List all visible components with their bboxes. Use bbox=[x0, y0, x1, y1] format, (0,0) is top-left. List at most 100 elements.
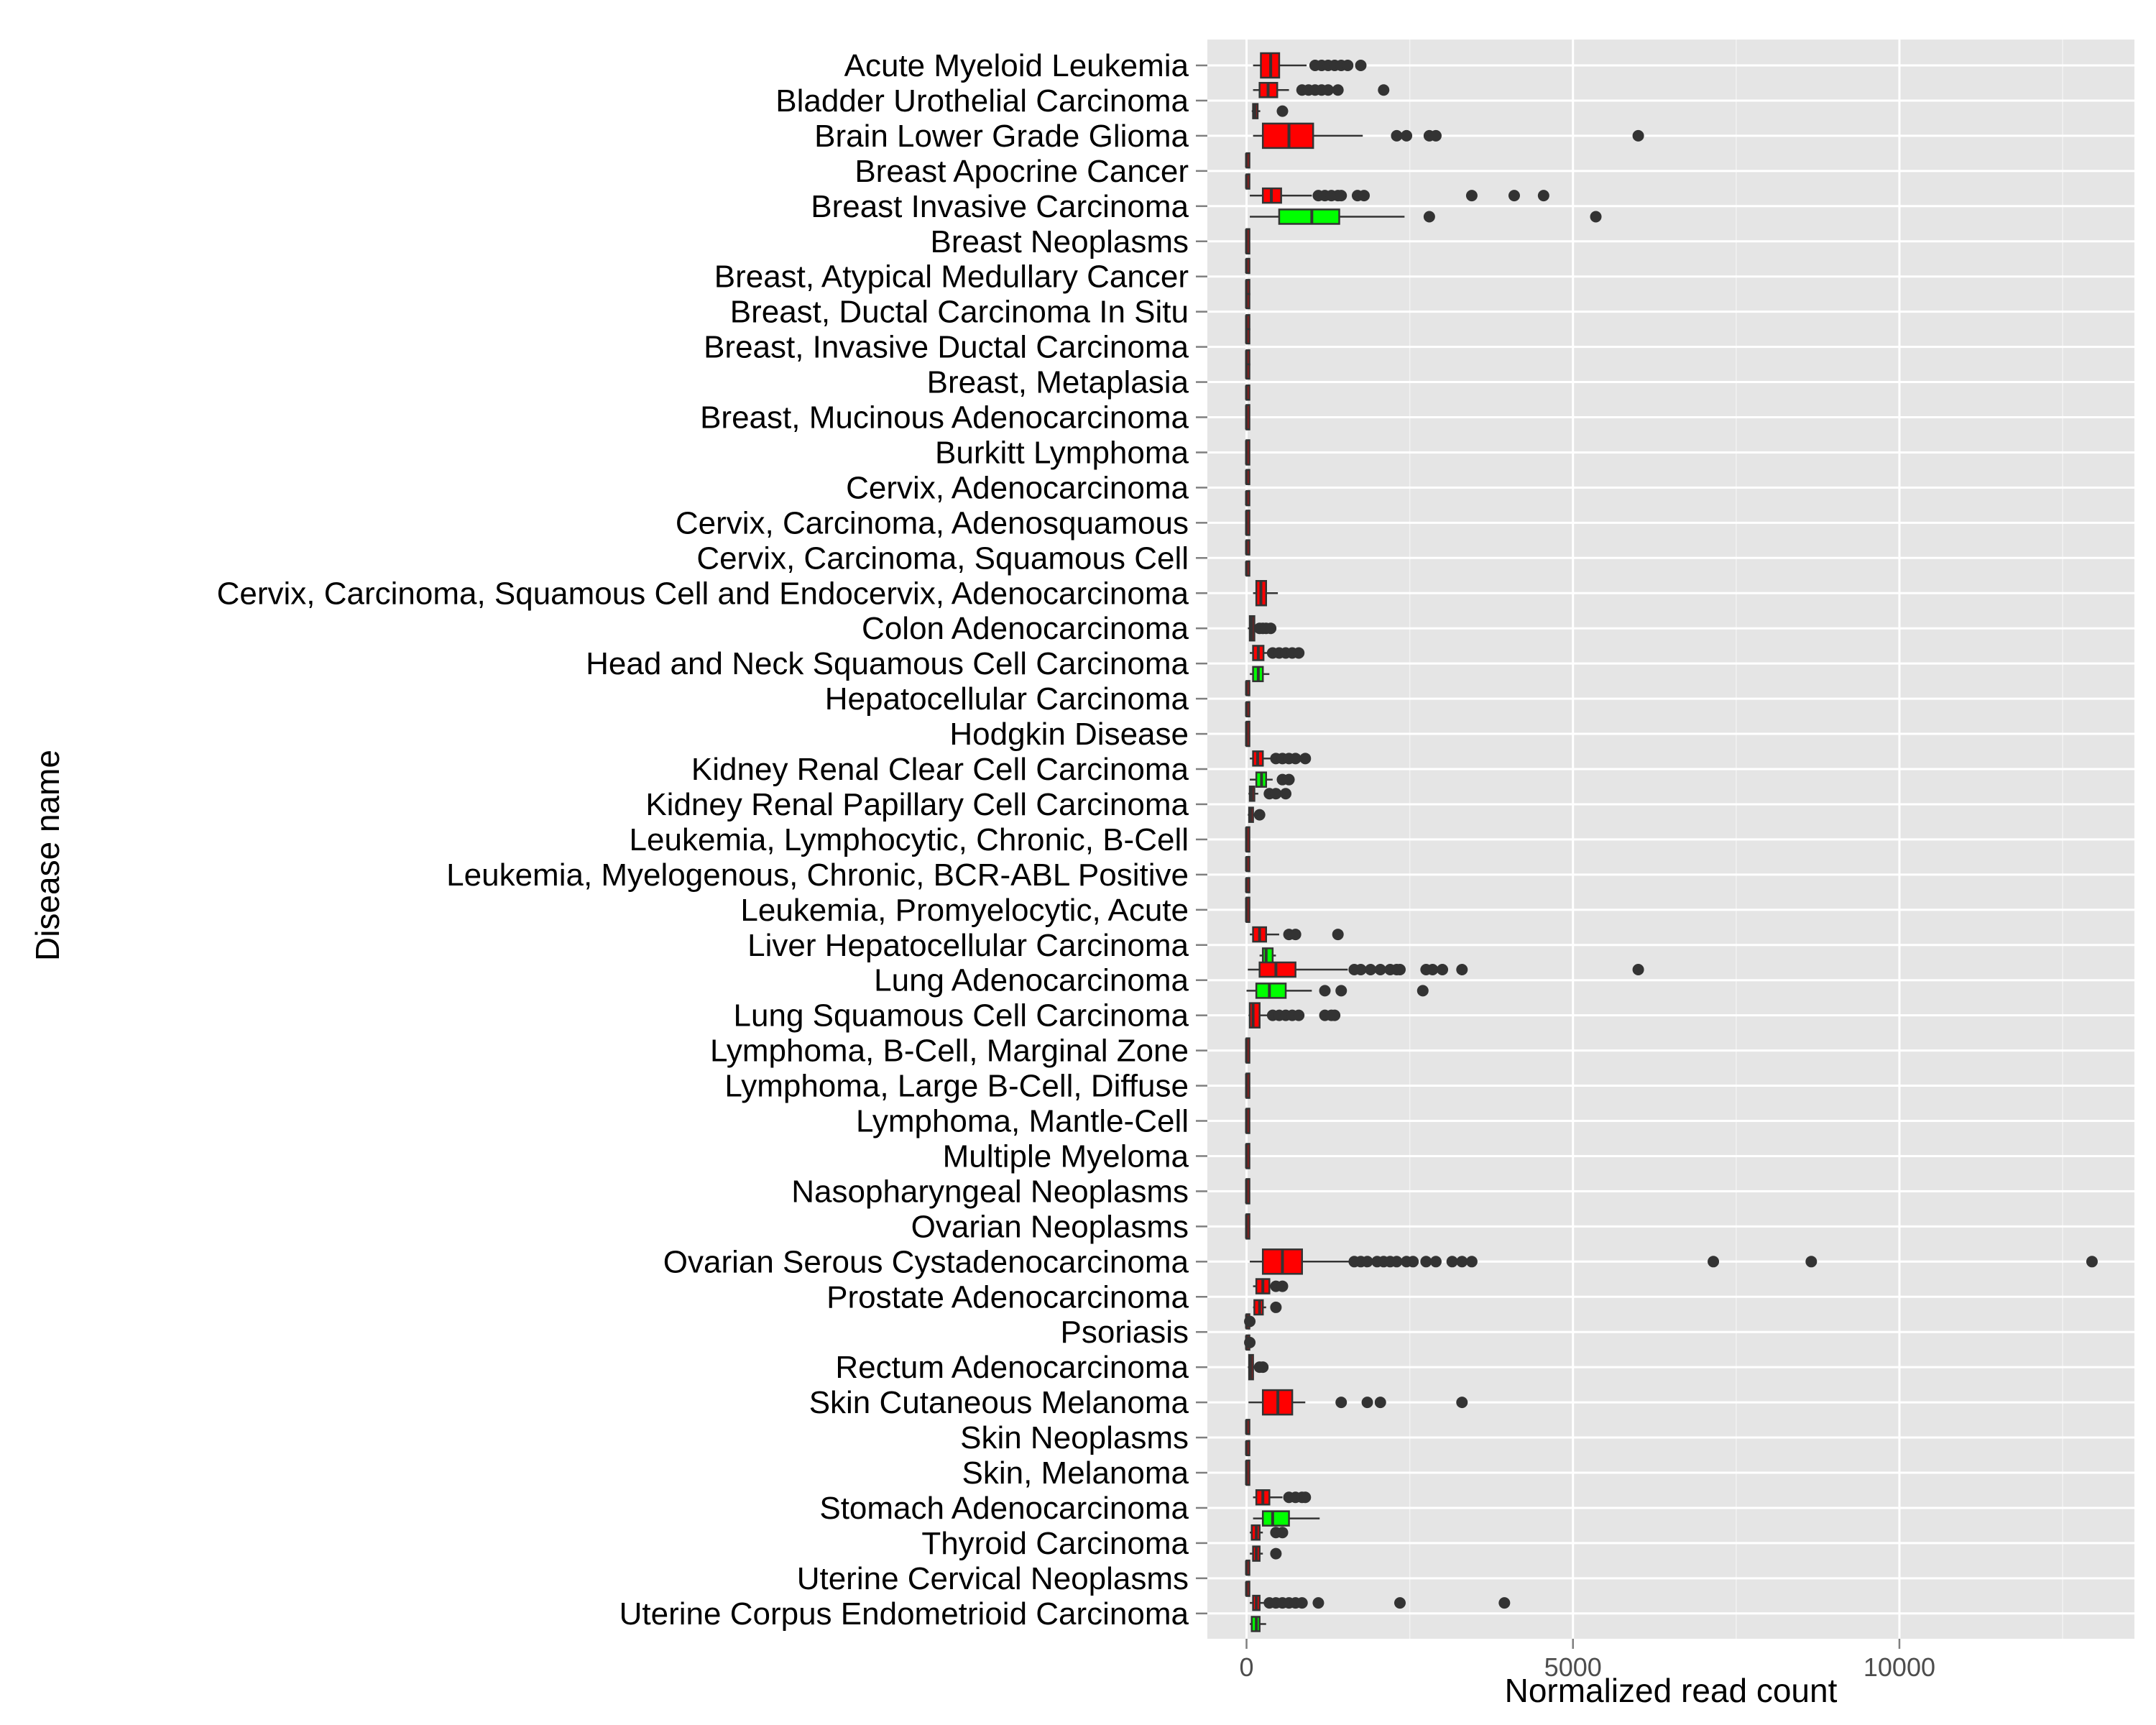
box-iqr bbox=[1255, 983, 1287, 999]
box-liver-hepatocellular-carcinoma bbox=[1250, 926, 1344, 943]
box-uterine-cervical-neoplasms bbox=[1245, 1559, 1250, 1576]
box-breast-ductal-carcinoma-in-situ bbox=[1245, 314, 1250, 331]
category-label: Lymphoma, Large B-Cell, Diffuse bbox=[724, 1069, 1189, 1104]
x-tick-label: 5000 bbox=[1544, 1652, 1602, 1682]
box-iqr bbox=[1248, 1002, 1261, 1029]
outlier-point bbox=[1456, 1256, 1468, 1268]
category-label: Breast, Mucinous Adenocarcinoma bbox=[700, 400, 1189, 436]
outlier-point bbox=[1361, 1256, 1373, 1268]
outlier-point bbox=[1293, 647, 1305, 659]
outlier-point bbox=[1299, 1491, 1312, 1504]
outlier-point bbox=[1283, 773, 1295, 786]
outlier-point bbox=[1270, 1547, 1282, 1560]
box-ovarian-serous-cystadenocarcinoma bbox=[1250, 1248, 2098, 1275]
category-label: Breast, Invasive Ductal Carcinoma bbox=[704, 330, 1189, 365]
category-label: Cervix, Carcinoma, Squamous Cell and End… bbox=[217, 576, 1189, 611]
outlier-point bbox=[1391, 1256, 1403, 1268]
outlier-point bbox=[1270, 788, 1282, 800]
outlier-point bbox=[1299, 753, 1312, 765]
outlier-point bbox=[1276, 105, 1289, 117]
box-breast-atypical-medullary-cancer bbox=[1245, 279, 1250, 295]
box-skin-melanoma bbox=[1245, 1459, 1250, 1486]
outlier-point bbox=[1355, 60, 1367, 71]
outlier-point bbox=[1429, 129, 1442, 142]
outlier-point bbox=[1508, 190, 1520, 202]
category-label: Leukemia, Myelogenous, Chronic, BCR-ABL … bbox=[446, 857, 1189, 893]
box-psoriasis bbox=[1244, 1313, 1256, 1330]
box-bladder-urothelial-carcinoma bbox=[1251, 103, 1289, 119]
box-iqr bbox=[1261, 947, 1274, 964]
box-leukemia-myelogenous-chronic-bcr-abl-positive bbox=[1245, 877, 1250, 893]
outlier-point bbox=[1805, 1256, 1818, 1268]
outlier-point bbox=[1319, 985, 1331, 997]
outlier-point bbox=[1335, 190, 1348, 202]
outlier-point bbox=[1244, 1336, 1256, 1348]
box-leukemia-promyelocytic-acute bbox=[1245, 896, 1250, 924]
category-label: Leukemia, Lymphocytic, Chronic, B-Cell bbox=[630, 822, 1189, 857]
category-label: Cervix, Carcinoma, Squamous Cell bbox=[696, 540, 1189, 576]
outlier-point bbox=[1632, 129, 1644, 142]
box-cervix-adenocarcinoma bbox=[1245, 469, 1250, 485]
outlier-point bbox=[1423, 211, 1435, 223]
box-uterine-corpus-endometrioid-carcinoma bbox=[1250, 1594, 1511, 1611]
outlier-point bbox=[1437, 964, 1449, 976]
outlier-point bbox=[1378, 84, 1390, 96]
category-label: Cervix, Adenocarcinoma bbox=[846, 470, 1189, 505]
box-kidney-renal-clear-cell-carcinoma bbox=[1250, 771, 1295, 788]
box-liver-hepatocellular-carcinoma bbox=[1259, 947, 1276, 964]
x-tick-label: 0 bbox=[1239, 1652, 1253, 1682]
outlier-point bbox=[1257, 1361, 1269, 1374]
box-cervix-carcinoma-adenosquamous bbox=[1245, 510, 1250, 536]
category-label: Thyroid Carcinoma bbox=[921, 1526, 1189, 1561]
box-uterine-corpus-endometrioid-carcinoma bbox=[1250, 1616, 1266, 1632]
box-cervix-adenocarcinoma bbox=[1245, 489, 1250, 507]
box-lung-adenocarcinoma bbox=[1246, 983, 1429, 999]
box-kidney-renal-papillary-cell-carcinoma bbox=[1248, 786, 1292, 802]
outlier-point bbox=[1358, 190, 1370, 202]
category-label: Psoriasis bbox=[1061, 1315, 1189, 1350]
box-breast-ductal-carcinoma-in-situ bbox=[1245, 293, 1250, 310]
box-brain-lower-grade-glioma bbox=[1253, 122, 1644, 150]
box-ovarian-neoplasms bbox=[1245, 1213, 1250, 1240]
outlier-point bbox=[1708, 1256, 1720, 1268]
outlier-point bbox=[1244, 1315, 1256, 1328]
x-axis: 0 5000 10000 bbox=[1239, 1639, 1935, 1682]
category-label: Uterine Cervical Neoplasms bbox=[797, 1561, 1189, 1596]
box-burkitt-lymphoma bbox=[1245, 439, 1250, 466]
category-label: Ovarian Neoplasms bbox=[911, 1209, 1189, 1244]
box-breast-invasive-carcinoma bbox=[1250, 208, 1602, 225]
category-label: Acute Myeloid Leukemia bbox=[844, 48, 1189, 83]
outlier-point bbox=[1407, 1256, 1419, 1268]
box-lymphoma-large-b-cell-diffuse bbox=[1245, 1072, 1250, 1099]
category-label: Liver Hepatocellular Carcinoma bbox=[747, 928, 1189, 963]
box-breast-atypical-medullary-cancer bbox=[1245, 257, 1250, 275]
box-skin-neoplasms bbox=[1245, 1440, 1250, 1456]
box-leukemia-myelogenous-chronic-bcr-abl-positive bbox=[1245, 855, 1250, 873]
box-breast-neoplasms bbox=[1245, 228, 1250, 254]
category-label: Rectum Adenocarcinoma bbox=[835, 1350, 1189, 1385]
outlier-point bbox=[2086, 1256, 2098, 1268]
category-label: Kidney Renal Papillary Cell Carcinoma bbox=[645, 787, 1189, 822]
box-bladder-urothelial-carcinoma bbox=[1253, 82, 1390, 98]
category-label: Skin Neoplasms bbox=[960, 1420, 1189, 1455]
box-lymphoma-b-cell-marginal-zone bbox=[1245, 1037, 1250, 1064]
box-psoriasis bbox=[1244, 1334, 1256, 1351]
outlier-point bbox=[1365, 964, 1377, 976]
box-skin-neoplasms bbox=[1245, 1419, 1250, 1435]
outlier-point bbox=[1312, 1597, 1325, 1609]
outlier-point bbox=[1456, 964, 1468, 976]
outlier-point bbox=[1393, 964, 1406, 976]
plot-panel bbox=[1207, 40, 2134, 1639]
category-label: Breast, Metaplasia bbox=[927, 365, 1189, 400]
outlier-point bbox=[1276, 1280, 1289, 1292]
outlier-point bbox=[1393, 1597, 1406, 1609]
category-label: Multiple Myeloma bbox=[943, 1138, 1189, 1174]
box-lymphoma-mantle-cell bbox=[1245, 1108, 1250, 1134]
box-prostate-adenocarcinoma bbox=[1253, 1278, 1289, 1294]
box-iqr bbox=[1261, 1510, 1290, 1527]
category-label: Uterine Corpus Endometrioid Carcinoma bbox=[619, 1596, 1189, 1632]
category-label: Hodgkin Disease bbox=[949, 717, 1189, 752]
outlier-point bbox=[1253, 809, 1266, 821]
outlier-point bbox=[1276, 1527, 1289, 1539]
